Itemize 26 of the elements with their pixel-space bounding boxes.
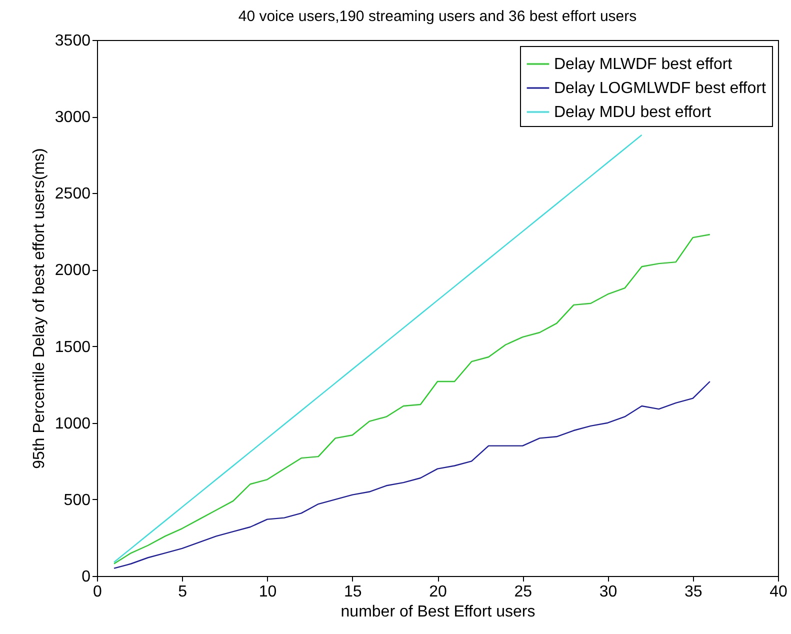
chart-title: 40 voice users,190 streaming users and 36 best effort users	[238, 8, 637, 25]
x-tick-label: 40	[770, 584, 788, 600]
x-tick-label: 25	[514, 584, 532, 600]
x-axis-title: number of Best Effort users	[340, 604, 536, 620]
y-tick-label: 500	[64, 492, 91, 509]
y-tick-label: 3500	[54, 32, 91, 50]
y-tick-label: 1500	[54, 338, 91, 356]
x-tick-label: 10	[258, 584, 277, 600]
legend-label: Delay MDU best effort	[554, 104, 712, 121]
line-series	[113, 134, 642, 563]
y-axis-title: 95th Percentile Delay of best effort users(ms)	[30, 148, 48, 469]
x-tick-label: 0	[93, 584, 102, 600]
y-tick-label: 2500	[54, 186, 91, 203]
x-tick-label: 35	[684, 584, 702, 600]
y-tick-label: 1000	[54, 415, 91, 432]
y-tick-label: 0	[82, 568, 91, 586]
x-tick-label: 15	[344, 584, 362, 600]
legend-label: Delay MLWDF best effort	[554, 56, 733, 73]
y-tick-label: 3000	[54, 109, 91, 126]
line-series	[113, 234, 710, 564]
line-series	[113, 380, 710, 569]
x-tick-label: 20	[429, 584, 447, 600]
x-tick-label: 5	[178, 584, 188, 600]
y-tick-label: 2000	[54, 262, 91, 280]
legend-label: Delay LOGMLWDF best effort	[554, 80, 766, 97]
x-tick-label: 30	[599, 584, 618, 600]
